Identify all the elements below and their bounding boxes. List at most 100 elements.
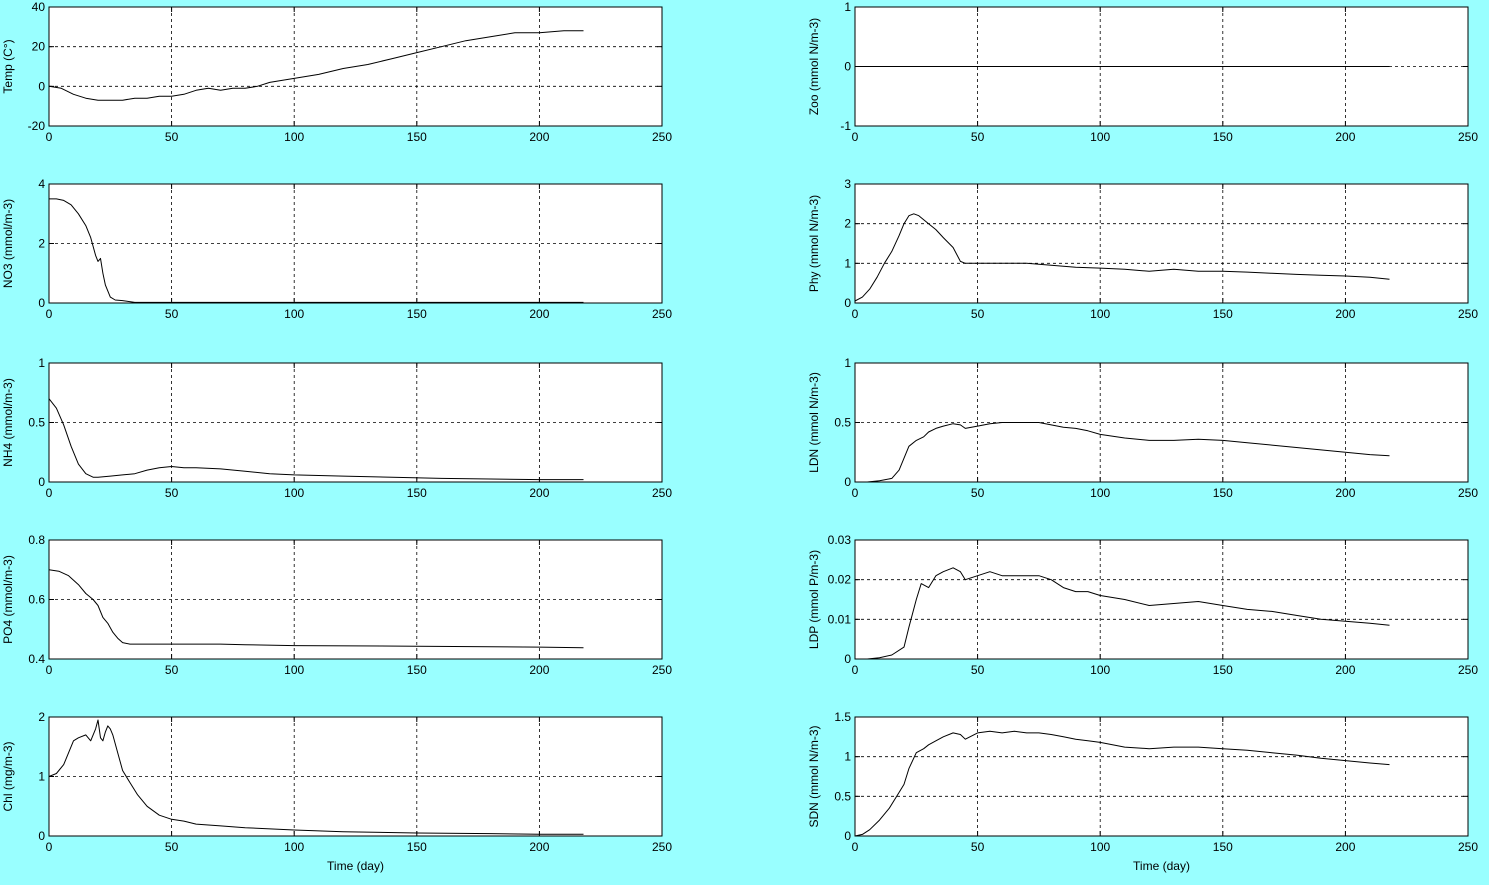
y-tick-label: 0 [844,296,851,310]
x-tick-label: 50 [165,307,179,321]
axes-frame [48,362,663,483]
x-tick-label: 0 [852,840,859,854]
y-axis-label-po4: PO4 (mmol/m-3) [1,555,15,644]
x-tick-label: 50 [971,663,985,677]
series-line-ldp [855,567,1390,660]
y-tick-label: 0 [38,79,45,93]
y-tick-label: 1.5 [834,710,851,724]
x-axis-label-sdn: Time (day) [1133,859,1190,873]
x-tick-label: 250 [652,486,672,500]
y-tick-label: 20 [32,40,46,54]
x-tick-label: 0 [46,663,53,677]
series-line-chl [48,719,584,835]
y-axis-label-no3: NO3 (mmol/m-3) [1,199,15,288]
x-tick-label: 50 [165,840,179,854]
x-tick-label: 200 [1335,840,1355,854]
y-axis-label-nh4: NH4 (mmol/m-3) [1,378,15,467]
axes-frame [48,539,663,660]
y-axis-label-ldp: LDP (mmol P/m-3) [807,550,821,649]
panel-ldn: 0 50 100 150 200 250 0 0.5 1 LDN (mmol N/m-3) [807,356,1478,500]
x-tick-label: 50 [971,840,985,854]
x-tick-label: 150 [407,130,427,144]
series-line-po4 [48,569,584,649]
x-tick-label: 150 [1213,840,1233,854]
x-tick-label: 0 [46,307,53,321]
y-tick-label: 0.01 [828,612,852,626]
y-tick-label: 0 [38,829,45,843]
x-tick-label: 100 [1090,130,1110,144]
panel-phy: 0 50 100 150 200 250 0 1 2 3 Phy (mmol N/m-3) [807,177,1478,321]
x-tick-label: 0 [46,840,53,854]
y-tick-label: 1 [844,750,851,764]
series-line-no3 [49,198,584,303]
x-tick-label: 0 [46,130,53,144]
x-tick-label: 0 [852,130,859,144]
x-tick-label: 100 [284,840,304,854]
panel-sdn: 0 50 100 150 200 250 0 0.5 1 1.5 SDN (mmol N/m-3) T… [807,710,1478,873]
x-tick-label: 0 [852,486,859,500]
y-tick-label: 40 [32,0,46,14]
y-tick-label: 0 [38,296,45,310]
x-tick-label: 200 [529,307,549,321]
y-tick-label: 3 [844,177,851,191]
y-axis-label-zoo: Zoo (mmol N/m-3) [807,18,821,115]
x-tick-label: 250 [652,663,672,677]
x-tick-label: 250 [1458,486,1478,500]
axes-frame [48,183,663,304]
x-tick-label: 150 [1213,307,1233,321]
x-tick-label: 100 [284,307,304,321]
x-tick-label: 250 [1458,663,1478,677]
plot-area-sdn [855,717,1468,836]
y-tick-label: 0.4 [28,652,45,666]
axes-frame [48,716,663,837]
plot-area-phy [855,184,1468,303]
panel-chl: 0 50 100 150 200 250 0 1 2 Chl (mg/m-3) Time (day) [1,710,672,873]
x-tick-label: 50 [971,130,985,144]
series-line-sdn [854,730,1390,837]
y-tick-label: 1 [38,356,45,370]
y-tick-label: -20 [28,119,46,133]
x-tick-label: 0 [852,663,859,677]
panel-po4: 0 50 100 150 200 250 0.4 0.6 0.8 PO4 (mmol/m-3) [1,533,672,677]
y-tick-label: 0.5 [834,789,851,803]
axes-frame [854,183,1469,304]
plot-area-ldp [855,540,1468,659]
axes-frame [854,539,1469,660]
x-tick-label: 200 [529,486,549,500]
y-axis-label-ldn: LDN (mmol N/m-3) [807,372,821,473]
y-tick-label: 0.5 [28,416,45,430]
x-tick-label: 0 [852,307,859,321]
series-line-ldn [855,422,1390,483]
y-axis-label-chl: Chl (mg/m-3) [1,741,15,811]
x-tick-label: 150 [1213,663,1233,677]
x-tick-label: 50 [165,486,179,500]
series-line-phy [854,213,1390,302]
y-tick-label: 1 [844,256,851,270]
x-tick-label: 100 [284,486,304,500]
x-tick-label: 100 [1090,840,1110,854]
y-tick-label: 0.5 [834,416,851,430]
y-axis-label-phy: Phy (mmol N/m-3) [807,195,821,292]
y-tick-label: 2 [844,217,851,231]
x-tick-label: 200 [1335,307,1355,321]
x-tick-label: 200 [1335,130,1355,144]
y-tick-label: 0 [844,475,851,489]
x-tick-label: 150 [407,840,427,854]
y-tick-label: -1 [840,119,851,133]
y-tick-label: 2 [38,237,45,251]
x-tick-label: 100 [1090,663,1110,677]
y-tick-label: 1 [844,356,851,370]
x-tick-label: 0 [46,486,53,500]
y-tick-label: 1 [38,770,45,784]
x-tick-label: 200 [1335,486,1355,500]
x-tick-label: 100 [1090,486,1110,500]
series-line-temp [48,30,584,101]
axes-frame [854,716,1469,837]
x-tick-label: 250 [652,840,672,854]
panel-no3: 0 50 100 150 200 250 0 2 4 NO3 (mmol/m-3) [1,177,672,321]
x-tick-label: 150 [407,307,427,321]
axes-frame [854,362,1469,483]
y-tick-label: 0.6 [28,593,45,607]
